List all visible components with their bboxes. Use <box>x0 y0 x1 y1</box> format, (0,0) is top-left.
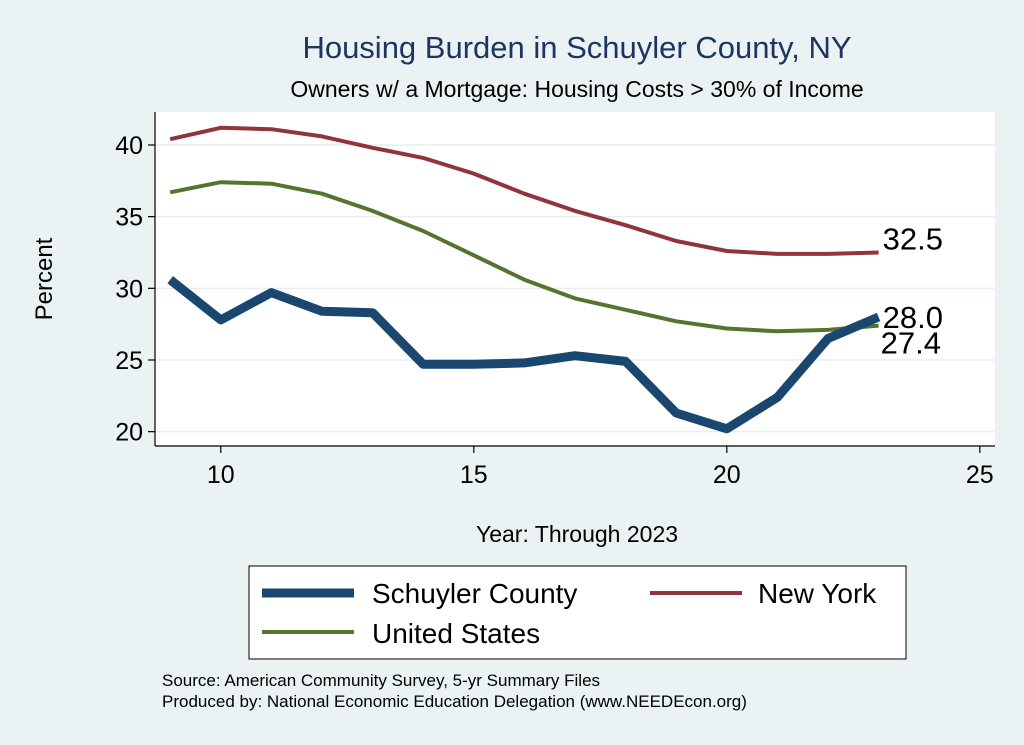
end-label-new-york: 32.5 <box>883 221 943 256</box>
plot-area <box>155 112 995 446</box>
source-note: Source: American Community Survey, 5-yr … <box>162 671 601 690</box>
legend-box <box>248 565 907 660</box>
series-line-new-york <box>169 125 879 256</box>
x-axis-label: Year: Through 2023 <box>476 521 678 547</box>
y-tick-label-25: 25 <box>115 347 143 375</box>
end-label-united-states: 27.4 <box>881 326 941 361</box>
x-tick-label-25: 25 <box>966 461 994 489</box>
y-tick-label-30: 30 <box>115 275 143 303</box>
chart-title: Housing Burden in Schuyler County, NY <box>302 30 851 65</box>
y-tick-label-20: 20 <box>115 419 143 447</box>
chart-subtitle: Owners w/ a Mortgage: Housing Costs > 30… <box>290 76 863 102</box>
series-lines <box>167 125 881 434</box>
legend: Schuyler County New York United States <box>248 565 907 660</box>
produced-by-note: Produced by: National Economic Education… <box>162 692 747 711</box>
grid <box>155 144 995 433</box>
axes: 20 25 30 35 40 10 15 20 25 <box>115 112 995 489</box>
legend-label-new-york: New York <box>758 578 877 609</box>
x-tick-label-20: 20 <box>713 461 741 489</box>
end-labels: 28.0 32.5 27.4 <box>881 221 943 360</box>
end-label-schuyler-county: 28.0 <box>883 300 943 335</box>
series-line-schuyler-county <box>167 276 881 434</box>
x-tick-label-10: 10 <box>207 461 235 489</box>
series-line-united-states <box>169 180 879 334</box>
legend-label-united-states: United States <box>372 618 540 649</box>
x-tick-label-15: 15 <box>460 461 488 489</box>
y-tick-label-40: 40 <box>115 132 143 160</box>
y-axis-label: Percent <box>31 237 58 320</box>
legend-label-schuyler-county: Schuyler County <box>372 578 577 609</box>
y-tick-label-35: 35 <box>115 204 143 232</box>
